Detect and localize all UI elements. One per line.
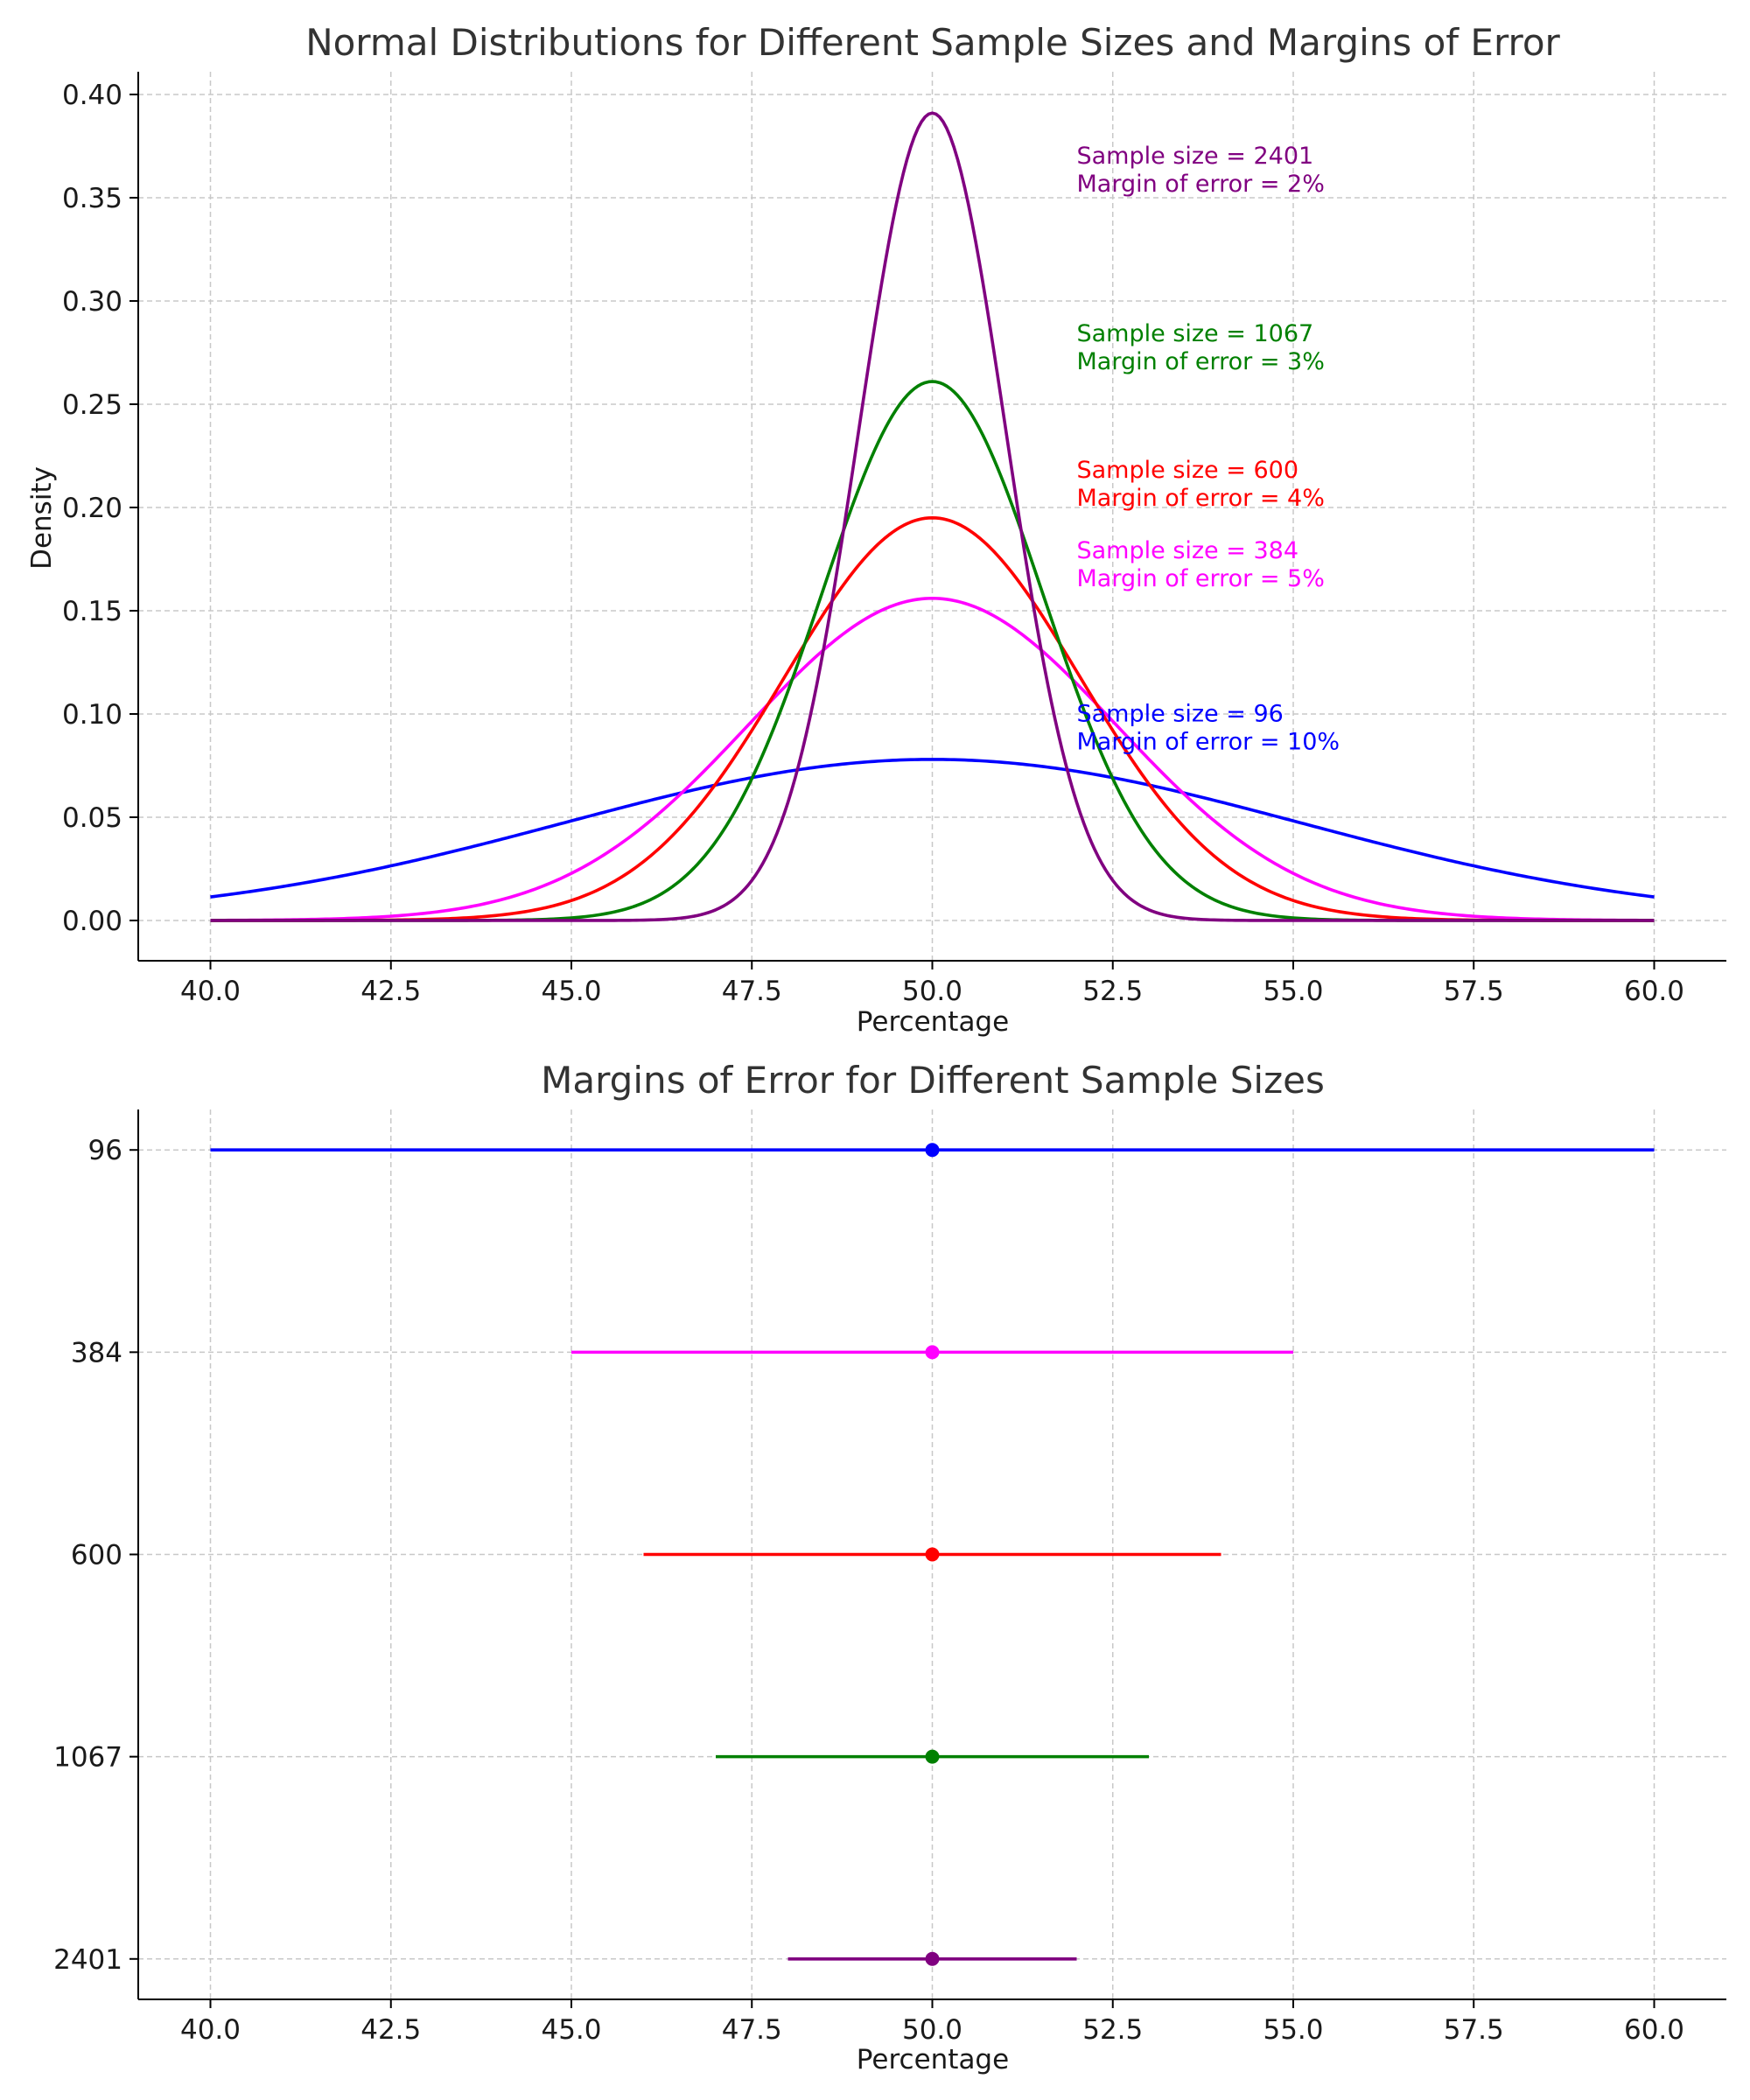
- top-x-tick-label: 42.5: [360, 976, 421, 1007]
- top-x-tick-label: 45.0: [541, 976, 601, 1007]
- top-y-tick-label: 0.40: [62, 80, 122, 111]
- top-y-tick-label: 0.35: [62, 183, 122, 214]
- bottom-x-tick-label: 45.0: [541, 2014, 601, 2046]
- annotation-margin-of-error: Margin of error = 4%: [1077, 485, 1325, 512]
- bottom-x-tick-label: 50.0: [902, 2014, 962, 2046]
- error-bar-center-point-2401: [925, 1951, 940, 1966]
- bottom-y-tick-label: 2401: [53, 1944, 122, 1976]
- density-curve-1: [210, 597, 1655, 922]
- bottom-chart-error-bars: [210, 1143, 1655, 1966]
- top-x-tick-label: 47.5: [722, 976, 782, 1007]
- top-x-tick-label: 40.0: [180, 976, 241, 1007]
- bottom-x-tick-label: 47.5: [722, 2014, 782, 2046]
- top-chart-curves: [210, 111, 1655, 922]
- density-curve-2: [210, 515, 1655, 922]
- bottom-x-tick-label: 60.0: [1624, 2014, 1684, 2046]
- top-x-tick-label: 50.0: [902, 976, 962, 1007]
- top-chart-normal-distributions: Normal Distributions for Different Sampl…: [26, 21, 1726, 1038]
- top-chart-y-ticks: 0.00 0.05 0.10 0.15 0.20 0.25 0.30 0.35 0.40: [62, 80, 138, 937]
- bottom-x-tick-label: 55.0: [1263, 2014, 1323, 2046]
- annotation-sample-size: Sample size = 2401: [1077, 143, 1314, 170]
- annotation-sample-size: Sample size = 384: [1077, 537, 1299, 564]
- bottom-x-tick-label: 57.5: [1444, 2014, 1504, 2046]
- top-y-tick-label: 0.10: [62, 699, 122, 731]
- bottom-x-tick-label: 40.0: [180, 2014, 241, 2046]
- top-chart-x-ticks: 40.0 42.5 45.0 47.5 50.0 52.5 55.0 57.5 60.0: [180, 961, 1684, 1007]
- annotation-sample-size: Sample size = 1067: [1077, 320, 1314, 347]
- annotation-margin-of-error: Margin of error = 10%: [1077, 728, 1340, 755]
- top-x-tick-label: 60.0: [1624, 976, 1684, 1007]
- annotation-sample-size: Sample size = 600: [1077, 457, 1299, 484]
- bottom-chart-y-ticks: 96 384 600 1067 2401: [53, 1135, 138, 1976]
- bottom-chart-title: Margins of Error for Different Sample Si…: [541, 1059, 1325, 1102]
- top-y-tick-label: 0.30: [62, 286, 122, 318]
- top-chart-x-axis-label: Percentage: [857, 1006, 1009, 1038]
- top-x-tick-label: 57.5: [1444, 976, 1504, 1007]
- bottom-chart-x-axis-label: Percentage: [857, 2044, 1009, 2076]
- top-y-tick-label: 0.15: [62, 596, 122, 627]
- bottom-y-tick-label: 96: [88, 1135, 122, 1166]
- annotation-margin-of-error: Margin of error = 5%: [1077, 565, 1325, 592]
- error-bar-center-point-600: [925, 1547, 940, 1562]
- annotation-margin-of-error: Margin of error = 2%: [1077, 171, 1325, 198]
- bottom-y-tick-label: 600: [71, 1540, 122, 1572]
- top-x-tick-label: 52.5: [1082, 976, 1143, 1007]
- top-y-tick-label: 0.05: [62, 802, 122, 834]
- bottom-chart-margins-of-error: Margins of Error for Different Sample Si…: [53, 1059, 1726, 2076]
- bottom-x-tick-label: 52.5: [1082, 2014, 1143, 2046]
- top-y-tick-label: 0.20: [62, 493, 122, 524]
- top-chart-y-axis-label: Density: [26, 466, 58, 570]
- error-bar-center-point-96: [925, 1143, 940, 1158]
- annotation-margin-of-error: Margin of error = 3%: [1077, 348, 1325, 375]
- top-x-tick-label: 55.0: [1263, 976, 1323, 1007]
- error-bar-center-point-1067: [925, 1749, 940, 1764]
- bottom-y-tick-label: 384: [71, 1337, 122, 1368]
- density-curve-0: [210, 758, 1655, 899]
- bottom-x-tick-label: 42.5: [360, 2014, 421, 2046]
- annotation-sample-size: Sample size = 96: [1077, 700, 1284, 727]
- top-chart-grid: [138, 72, 1726, 961]
- top-y-tick-label: 0.00: [62, 906, 122, 937]
- density-curve-4: [210, 111, 1655, 922]
- top-chart-title: Normal Distributions for Different Sampl…: [305, 21, 1560, 64]
- bottom-chart-x-ticks: 40.0 42.5 45.0 47.5 50.0 52.5 55.0 57.5 60.0: [180, 1999, 1684, 2046]
- bottom-y-tick-label: 1067: [53, 1742, 122, 1774]
- error-bar-center-point-384: [925, 1345, 940, 1360]
- top-y-tick-label: 0.25: [62, 389, 122, 421]
